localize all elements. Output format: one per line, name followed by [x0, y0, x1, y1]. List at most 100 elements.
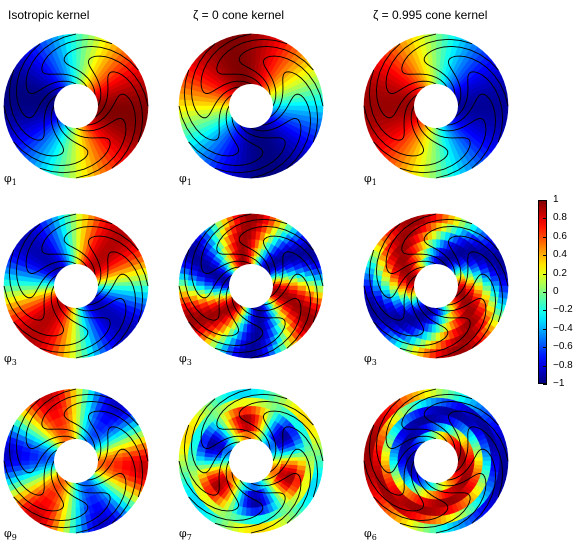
- streamline-curve: [446, 93, 497, 169]
- annulus-plot: [3, 213, 149, 359]
- colorbar-tick-label: −0.4: [553, 322, 573, 334]
- streamline-curve: [216, 393, 288, 443]
- streamline-curve: [214, 479, 286, 529]
- eigenfunction-panel: [175, 385, 327, 537]
- streamline-curve: [188, 116, 264, 167]
- streamline-curve: [183, 249, 233, 321]
- streamline-curve: [454, 426, 504, 498]
- streamline-curve: [188, 471, 264, 522]
- streamline-curve: [216, 218, 288, 268]
- streamline-curve: [454, 251, 504, 323]
- streamline-curve: [75, 118, 127, 179]
- streamline-curve: [263, 410, 324, 462]
- eigenfunction-label: φ1: [179, 172, 192, 188]
- streamline-curve: [88, 55, 149, 107]
- colorbar-tick-label: 0.2: [553, 267, 567, 279]
- streamline-curve: [200, 388, 252, 449]
- streamline-curve: [399, 479, 471, 529]
- streamline-curve: [183, 424, 233, 496]
- streamline-curve: [41, 218, 113, 268]
- streamline-curve: [75, 473, 127, 534]
- annulus-plot: [3, 33, 149, 179]
- streamline-curve: [250, 473, 302, 534]
- streamline-curve: [238, 400, 314, 451]
- colorbar-tick-mark: [543, 384, 547, 385]
- streamline-curve: [86, 93, 137, 169]
- streamline-curve: [15, 398, 66, 474]
- colorbar-tick-mark: [543, 218, 547, 220]
- streamline-curve: [13, 116, 89, 167]
- streamline-curve: [250, 118, 302, 179]
- eigenfunction-panel: [175, 210, 327, 362]
- streamline-curve: [15, 223, 66, 299]
- streamline-curve: [88, 235, 149, 287]
- streamline-curve: [448, 235, 509, 287]
- colorbar-tick-label: −1: [553, 378, 565, 389]
- streamline-curve: [88, 410, 149, 462]
- streamline-curve: [13, 296, 89, 347]
- column-title-cone-zeta-0995: ζ = 0.995 cone kernel: [373, 8, 488, 22]
- streamline-curve: [3, 105, 64, 157]
- eigenfunction-label: φ1: [364, 172, 377, 188]
- streamline-curve: [263, 55, 324, 107]
- streamline-curve: [94, 71, 144, 143]
- colorbar-tick-mark: [543, 365, 547, 367]
- streamline-curve: [363, 285, 424, 337]
- streamline-curve: [448, 410, 509, 462]
- streamline-curve: [15, 43, 66, 119]
- eigenfunction-panel: [0, 30, 152, 182]
- colorbar-tick-label: 1: [553, 194, 559, 205]
- colorbar-tick-mark: [543, 273, 547, 275]
- streamline-curve: [385, 213, 437, 274]
- eigenfunction-panel: [360, 210, 512, 362]
- streamline-curve: [8, 69, 58, 141]
- annulus-plot: [363, 388, 509, 534]
- colorbar-tick-label: −0.6: [553, 341, 573, 353]
- streamline-curve: [368, 69, 418, 141]
- streamline-curve: [373, 296, 449, 347]
- streamline-curve: [39, 304, 111, 354]
- colorbar-tick-label: 0: [553, 286, 559, 297]
- streamline-curve: [41, 393, 113, 443]
- colorbar-tick-mark: [543, 347, 547, 349]
- streamline-curve: [13, 471, 89, 522]
- annulus-plot: [363, 33, 509, 179]
- streamline-curve: [363, 460, 424, 512]
- annulus-plot: [178, 213, 324, 359]
- streamline-curve: [401, 218, 473, 268]
- streamline-curve: [399, 304, 471, 354]
- streamline-curve: [39, 124, 111, 174]
- streamline-curve: [183, 69, 233, 141]
- annulus-plot: [178, 33, 324, 179]
- streamline-curve: [368, 249, 418, 321]
- streamline-curve: [435, 298, 487, 359]
- streamline-curve: [3, 460, 64, 512]
- column-title-isotropic: Isotropic kernel: [8, 8, 90, 22]
- eigenfunction-panel: [0, 385, 152, 537]
- streamline-curve: [454, 71, 504, 143]
- streamline-curve: [373, 471, 449, 522]
- eigenfunction-label: φ3: [4, 352, 17, 368]
- streamline-curve: [75, 298, 127, 359]
- streamline-curve: [435, 118, 487, 179]
- streamline-curve: [25, 33, 77, 94]
- streamline-curve: [25, 388, 77, 449]
- streamline-curve: [216, 38, 288, 88]
- streamline-curve: [178, 460, 239, 512]
- streamline-curve: [8, 424, 58, 496]
- streamline-curve: [375, 223, 426, 299]
- streamline-curve: [269, 251, 319, 323]
- colorbar-tick-mark: [543, 310, 547, 312]
- streamline-curve: [263, 235, 324, 287]
- streamline-curve: [423, 400, 499, 451]
- streamline-curve: [200, 213, 252, 274]
- colorbar-tick-mark: [543, 200, 547, 201]
- streamline-curve: [261, 448, 312, 524]
- streamline-curve: [363, 105, 424, 157]
- streamline-curve: [86, 273, 137, 349]
- eigenfunction-panel: [0, 210, 152, 362]
- streamline-curve: [269, 426, 319, 498]
- streamline-curve: [399, 124, 471, 174]
- streamline-curve: [385, 33, 437, 94]
- colorbar-tick-mark: [543, 292, 547, 293]
